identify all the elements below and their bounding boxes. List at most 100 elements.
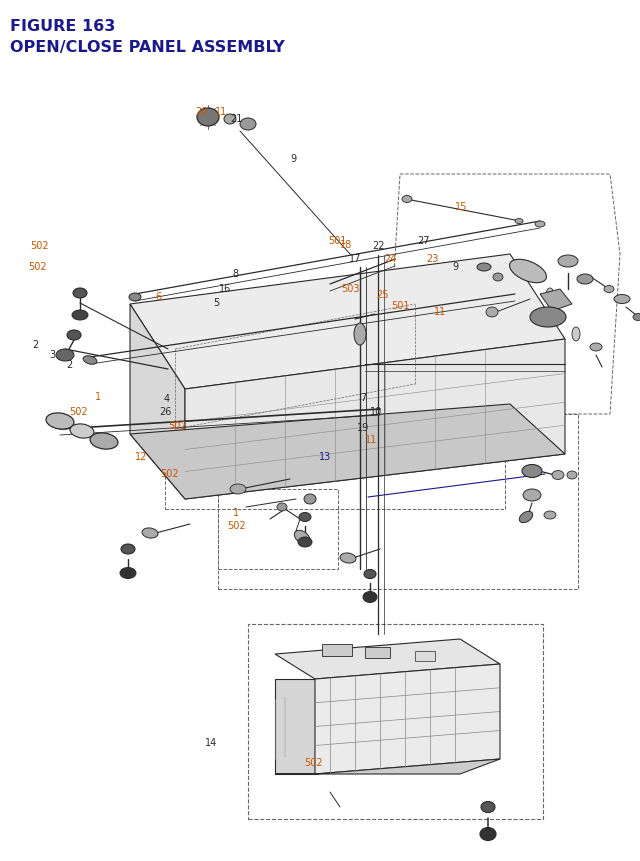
Ellipse shape xyxy=(73,288,87,299)
Ellipse shape xyxy=(493,274,503,282)
Text: 6: 6 xyxy=(156,292,162,302)
Text: 1: 1 xyxy=(95,391,101,401)
Ellipse shape xyxy=(558,256,578,268)
Ellipse shape xyxy=(340,554,356,563)
Ellipse shape xyxy=(577,275,593,285)
Text: 501: 501 xyxy=(329,236,347,246)
Ellipse shape xyxy=(481,802,495,813)
Ellipse shape xyxy=(304,494,316,505)
Bar xyxy=(248,624,543,819)
Ellipse shape xyxy=(604,286,614,293)
Ellipse shape xyxy=(83,356,97,365)
Text: 13: 13 xyxy=(319,451,332,461)
Text: 20: 20 xyxy=(195,107,208,117)
Ellipse shape xyxy=(572,328,580,342)
Ellipse shape xyxy=(546,288,554,303)
Polygon shape xyxy=(130,405,565,499)
Ellipse shape xyxy=(298,537,312,548)
Text: 27: 27 xyxy=(417,236,430,246)
Ellipse shape xyxy=(633,314,640,321)
Text: 26: 26 xyxy=(159,406,172,417)
Bar xyxy=(165,300,505,510)
Ellipse shape xyxy=(90,433,118,449)
Polygon shape xyxy=(185,339,565,499)
Text: 24: 24 xyxy=(384,253,397,263)
Text: 15: 15 xyxy=(454,201,467,212)
Text: 12: 12 xyxy=(134,451,147,461)
Ellipse shape xyxy=(70,424,94,438)
Text: 2: 2 xyxy=(32,339,38,350)
Ellipse shape xyxy=(56,350,74,362)
Polygon shape xyxy=(130,255,565,389)
Text: 11: 11 xyxy=(434,307,447,317)
Ellipse shape xyxy=(544,511,556,519)
Ellipse shape xyxy=(197,108,219,127)
Text: 10: 10 xyxy=(370,406,383,417)
Ellipse shape xyxy=(67,331,81,341)
Polygon shape xyxy=(275,759,500,774)
Ellipse shape xyxy=(535,222,545,228)
Text: 502: 502 xyxy=(227,520,246,530)
Text: 23: 23 xyxy=(426,253,438,263)
Text: 21: 21 xyxy=(230,114,243,124)
Text: 502: 502 xyxy=(304,757,323,767)
Text: 502: 502 xyxy=(168,420,188,430)
Ellipse shape xyxy=(129,294,141,301)
Text: 3: 3 xyxy=(49,350,56,360)
Text: 25: 25 xyxy=(376,289,389,300)
Ellipse shape xyxy=(299,513,311,522)
Ellipse shape xyxy=(364,570,376,579)
Text: 9: 9 xyxy=(290,154,296,164)
Text: 14: 14 xyxy=(205,737,218,747)
Ellipse shape xyxy=(567,472,577,480)
Polygon shape xyxy=(275,679,315,774)
Text: 502: 502 xyxy=(160,468,179,479)
Text: 8: 8 xyxy=(232,269,239,279)
Ellipse shape xyxy=(363,592,377,603)
Ellipse shape xyxy=(614,295,630,304)
Polygon shape xyxy=(275,639,500,679)
Text: 11: 11 xyxy=(214,107,227,117)
Ellipse shape xyxy=(72,311,88,320)
Ellipse shape xyxy=(477,263,491,272)
Text: 5: 5 xyxy=(213,298,220,308)
Ellipse shape xyxy=(354,324,366,345)
Bar xyxy=(415,651,435,661)
Text: 501: 501 xyxy=(391,300,409,311)
Ellipse shape xyxy=(240,119,256,131)
Text: 9: 9 xyxy=(452,262,459,272)
Ellipse shape xyxy=(480,827,496,840)
Ellipse shape xyxy=(402,196,412,203)
Text: 22: 22 xyxy=(372,240,385,251)
Ellipse shape xyxy=(519,511,532,523)
Ellipse shape xyxy=(486,307,498,318)
Text: 503: 503 xyxy=(342,283,360,294)
Text: 1: 1 xyxy=(232,507,239,517)
Polygon shape xyxy=(315,664,500,774)
Text: FIGURE 163: FIGURE 163 xyxy=(10,19,116,34)
Ellipse shape xyxy=(509,260,547,283)
Text: 19: 19 xyxy=(357,422,370,432)
Text: 7: 7 xyxy=(360,393,367,403)
Polygon shape xyxy=(540,289,572,312)
Text: 11: 11 xyxy=(365,434,378,444)
Bar xyxy=(218,414,578,589)
Ellipse shape xyxy=(590,344,602,351)
Ellipse shape xyxy=(515,220,523,224)
Bar xyxy=(218,489,338,569)
Ellipse shape xyxy=(121,544,135,554)
Ellipse shape xyxy=(224,115,236,125)
Bar xyxy=(365,647,390,659)
Text: 502: 502 xyxy=(68,406,88,417)
Ellipse shape xyxy=(523,489,541,501)
Ellipse shape xyxy=(294,530,310,544)
Text: 16: 16 xyxy=(219,283,232,294)
Text: 502: 502 xyxy=(28,262,47,272)
Text: 17: 17 xyxy=(349,253,362,263)
Ellipse shape xyxy=(552,471,564,480)
Text: 502: 502 xyxy=(30,240,49,251)
Ellipse shape xyxy=(142,529,158,538)
Text: 2: 2 xyxy=(66,360,72,370)
Ellipse shape xyxy=(522,465,542,478)
Text: OPEN/CLOSE PANEL ASSEMBLY: OPEN/CLOSE PANEL ASSEMBLY xyxy=(10,40,285,54)
